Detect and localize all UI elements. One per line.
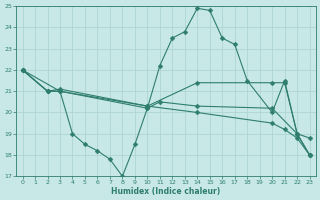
X-axis label: Humidex (Indice chaleur): Humidex (Indice chaleur) (111, 187, 221, 196)
